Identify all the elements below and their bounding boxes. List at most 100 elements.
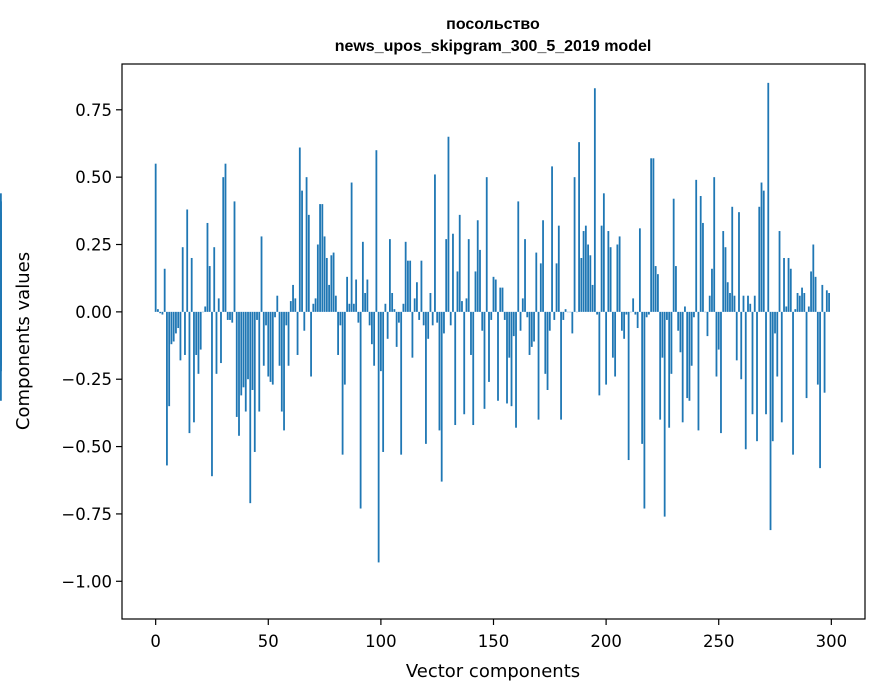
y-tick-label-6: −0.75 (61, 505, 112, 524)
bar-41 (247, 311, 249, 380)
bar-113 (409, 260, 412, 312)
bar-129 (445, 239, 448, 312)
bar-192 (587, 244, 589, 312)
bar-59 (287, 311, 290, 366)
x-tick-label-200: 200 (590, 632, 622, 651)
bar-269 (760, 182, 763, 312)
bar-180 (560, 311, 562, 420)
bar-130 (447, 136, 450, 312)
bar-147 (485, 177, 488, 312)
bar-199 (602, 193, 605, 312)
bar-172 (542, 220, 544, 312)
bar-201 (607, 231, 610, 312)
bar-6 (168, 311, 171, 407)
bar-224 (659, 311, 662, 420)
bar-107 (395, 311, 398, 347)
x-axis-ticks: 0 50 100 150 200 250 300 (150, 619, 847, 651)
bar-297 (823, 311, 826, 393)
bar-239 (693, 311, 695, 318)
bar-11 (179, 311, 182, 361)
bar-4 (163, 268, 166, 312)
bar-152 (497, 311, 499, 401)
bar-110 (402, 303, 405, 312)
y-tick-label-5: −0.50 (61, 438, 112, 457)
bar-233 (679, 311, 682, 353)
bar-235 (684, 306, 686, 312)
bar-8 (172, 311, 175, 342)
bar-141 (472, 311, 475, 426)
bar-266 (753, 295, 756, 312)
bar-162 (519, 311, 522, 331)
bar-240 (695, 179, 698, 312)
bar-82 (339, 311, 342, 326)
bar-173 (544, 311, 547, 374)
bar-50 (267, 311, 270, 377)
bar-248 (713, 177, 716, 312)
bar-151 (494, 279, 497, 312)
bar-69 (310, 311, 312, 377)
bars-group (0, 82, 830, 563)
bar-230 (672, 198, 675, 312)
bar-67 (305, 177, 308, 312)
bar-294 (816, 311, 819, 385)
bar-68 (307, 214, 310, 312)
bar-86 (348, 303, 351, 312)
bar-46 (258, 311, 261, 412)
bar-153 (499, 287, 502, 312)
bar-204 (614, 311, 617, 377)
bar-163 (521, 298, 524, 312)
bar-70 (312, 303, 315, 312)
bar-106 (393, 309, 396, 312)
bar-127 (440, 311, 443, 482)
bar-32 (226, 311, 229, 320)
bar-30 (222, 177, 225, 312)
bar-144 (479, 249, 481, 312)
bar-261 (742, 295, 745, 312)
bar-103 (386, 311, 389, 339)
x-tick-label-100: 100 (365, 632, 397, 651)
bar-71 (314, 298, 317, 312)
bar-48 (262, 311, 265, 366)
bar-87 (350, 182, 353, 312)
bar-24 (208, 266, 211, 312)
bar-178 (555, 263, 558, 312)
bar-52 (271, 311, 274, 385)
bar-51 (269, 311, 272, 382)
bar-72 (316, 244, 319, 312)
bar-148 (488, 311, 490, 382)
bar-226 (663, 311, 666, 517)
bar-123 (431, 311, 434, 326)
bar-114 (411, 311, 414, 358)
bar-298 (825, 290, 828, 312)
bar-57 (283, 311, 285, 431)
bar-251 (720, 311, 722, 434)
bar-279 (783, 257, 785, 312)
bar-78 (330, 255, 333, 312)
bar-43 (251, 311, 254, 390)
bar-76 (325, 257, 328, 312)
bar-191 (584, 225, 587, 312)
bar-122 (429, 293, 432, 312)
bar-219 (648, 311, 650, 315)
bar-136 (461, 301, 463, 312)
bar-195 (593, 88, 596, 312)
bar-64 (298, 147, 301, 312)
bar-84 (343, 311, 346, 385)
bar-73 (319, 204, 321, 312)
bar-296 (821, 284, 824, 312)
bar-95 (368, 311, 371, 326)
bar-14 (186, 209, 189, 312)
y-tick-label-7: −1.00 (61, 572, 112, 591)
bar-253 (724, 247, 727, 312)
bar-275 (774, 311, 776, 334)
bar-293 (814, 276, 817, 312)
bar-56 (280, 311, 283, 412)
bar-7 (170, 311, 173, 345)
bar-90 (357, 311, 360, 323)
bar-182 (564, 309, 567, 312)
bar-125 (436, 311, 439, 323)
bar-79 (332, 252, 335, 312)
bar-190 (582, 231, 585, 312)
bar-202 (609, 247, 612, 312)
